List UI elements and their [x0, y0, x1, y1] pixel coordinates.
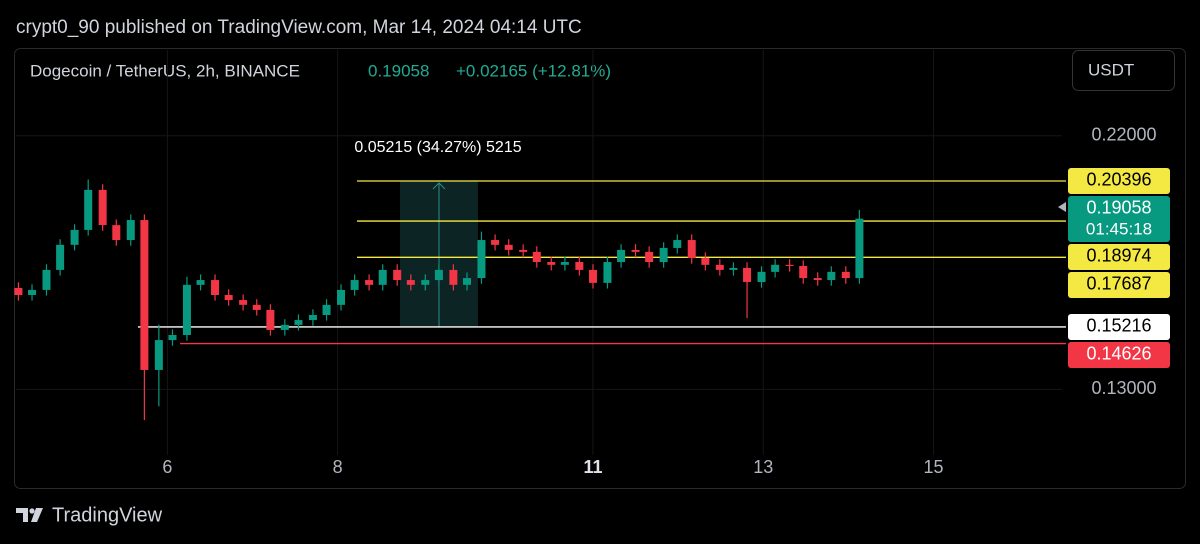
currency-button[interactable] [1072, 50, 1175, 91]
candle-body [560, 262, 569, 265]
candle-body [378, 269, 387, 285]
candle-body [224, 294, 233, 301]
candle-body [365, 280, 374, 285]
candle-body [84, 189, 93, 230]
level-label: 0.20396 [1086, 170, 1151, 190]
candle-body [28, 289, 37, 295]
last-price-box [1068, 195, 1170, 242]
candle-body [337, 289, 346, 305]
price-change: +0.02165 (+12.81%) [456, 61, 611, 80]
candle-body [280, 324, 289, 330]
candle-body [519, 249, 528, 252]
candle-body [182, 284, 191, 336]
candle-body [588, 269, 597, 283]
candle-body [406, 280, 415, 285]
logo-dot [29, 508, 35, 514]
candle-body [196, 280, 205, 285]
candle-body [140, 220, 149, 370]
candle-body [168, 335, 177, 341]
candle-body [252, 304, 261, 310]
candle-body [477, 240, 486, 279]
candle-body [98, 189, 107, 226]
candle-body [42, 269, 51, 290]
currency[interactable]: USDT [1088, 60, 1134, 79]
x-tick-label: 15 [923, 457, 943, 477]
level-label: 0.17687 [1086, 274, 1151, 294]
last-price-label: 0.19058 [1086, 198, 1151, 218]
chart-panel [14, 48, 1186, 489]
candle-body [603, 262, 612, 283]
candle-body [757, 271, 766, 283]
candle-body [14, 287, 23, 295]
candle-body [491, 240, 500, 245]
candle-body [631, 249, 640, 252]
candle-body [855, 218, 864, 279]
level-label: 0.18974 [1086, 246, 1151, 266]
y-tick-label: 0.13000 [1091, 378, 1156, 398]
candle-body [154, 340, 163, 370]
candle-body [743, 267, 752, 283]
candle-body [841, 271, 850, 279]
candle-body [771, 264, 780, 272]
last-price-pointer [1058, 201, 1066, 212]
candle-body [56, 244, 65, 270]
level-label: 0.15216 [1086, 316, 1151, 336]
publish-line: crypt0_90 published on TradingView.com, … [16, 17, 582, 38]
candle-body [645, 251, 654, 263]
x-tick-label: 11 [583, 457, 602, 477]
candle-body [434, 269, 443, 281]
brand-logo [16, 508, 43, 522]
level-label-box [1068, 243, 1170, 270]
candle-body [462, 278, 471, 285]
candle-body [266, 309, 275, 330]
candle-body [308, 314, 317, 321]
x-tick-label: 13 [753, 457, 773, 477]
symbol: Dogecoin / TetherUS, 2h, BINANCE [30, 61, 300, 80]
candle-body [449, 269, 458, 285]
candle-body [701, 258, 710, 265]
candle-body [322, 304, 331, 315]
measure-arrow-head [432, 182, 446, 190]
measure-label: 0.05215 (34.27%) 5215 [354, 139, 521, 156]
candle-body [294, 320, 303, 325]
brand-name: TradingView [52, 504, 163, 526]
logo-mark [16, 508, 28, 522]
candle-body [799, 265, 808, 279]
x-tick-label: 6 [162, 457, 172, 477]
candle-body [393, 269, 402, 281]
logo-mark [31, 508, 43, 522]
level-label-box [1068, 313, 1170, 340]
level-label-box [1068, 341, 1170, 368]
candle-body [112, 225, 121, 241]
x-tick-label: 8 [333, 457, 343, 477]
candle-body [532, 251, 541, 263]
level-label-box [1068, 167, 1170, 194]
candle-body [504, 244, 513, 250]
candle-body [70, 229, 79, 245]
candle-body [813, 278, 822, 281]
candle-body [673, 240, 682, 248]
candle-body [126, 220, 135, 241]
candle-body [687, 240, 696, 259]
candle-body [785, 264, 794, 266]
candle-body [547, 262, 556, 265]
last-price: 0.19058 [368, 61, 429, 80]
candle-body [211, 280, 220, 295]
candle-body [239, 300, 248, 305]
candle-body [729, 267, 738, 270]
candle-body [575, 262, 584, 270]
candle-body [659, 247, 668, 263]
candle-body [715, 264, 724, 270]
level-label-box [1068, 271, 1170, 298]
candle-body [617, 249, 626, 263]
countdown: 01:45:18 [1086, 219, 1152, 238]
candle-body [827, 271, 836, 281]
y-tick-label: 0.22000 [1091, 125, 1156, 145]
level-label: 0.14626 [1086, 344, 1151, 364]
candle-body [421, 280, 430, 285]
candle-body [350, 280, 359, 290]
